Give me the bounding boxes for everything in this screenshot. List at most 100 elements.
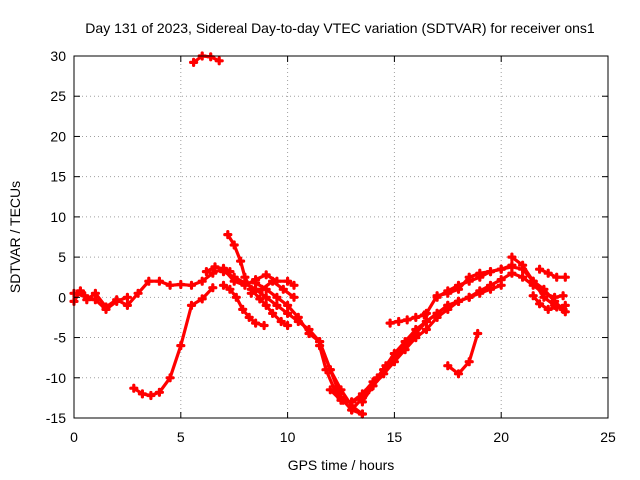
data-point [283, 308, 293, 318]
data-point [379, 365, 389, 375]
data-point [432, 292, 442, 302]
y-tick-label: 15 [50, 169, 66, 185]
data-point [261, 292, 271, 302]
data-point [268, 308, 278, 318]
data-point [208, 283, 218, 293]
data-point [129, 383, 139, 393]
data-point [411, 324, 421, 335]
data-point [421, 316, 431, 327]
data-series-group [69, 51, 570, 419]
data-point [244, 312, 254, 322]
data-point [411, 333, 421, 343]
x-tick-label: 10 [280, 429, 296, 445]
data-point [552, 272, 562, 282]
data-point [475, 286, 485, 296]
data-point [535, 299, 545, 309]
plot-area-border [73, 55, 609, 419]
data-point [218, 267, 229, 277]
data-point [543, 304, 553, 314]
data-point [176, 341, 186, 351]
y-tick-label: 30 [50, 48, 66, 64]
data-point [411, 312, 421, 322]
data-point [357, 397, 367, 407]
data-point [246, 288, 256, 298]
data-point [539, 292, 549, 302]
y-tick-label: 20 [50, 128, 66, 144]
data-point [389, 349, 399, 359]
data-point [304, 328, 314, 339]
data-point [214, 56, 224, 66]
y-axis-ticks: -15 -10 -5 0 5 10 15 20 25 30 [46, 48, 608, 426]
data-point [321, 365, 331, 375]
data-point [189, 57, 199, 67]
data-point [289, 280, 299, 290]
data-point [251, 278, 261, 288]
data-point [389, 357, 399, 367]
data-point [276, 316, 286, 327]
y-tick-label: 25 [50, 88, 66, 104]
x-axis-ticks: 0 5 10 15 20 25 [70, 56, 616, 445]
series-arc-16 [424, 263, 514, 315]
data-point [283, 320, 293, 331]
data-point [357, 409, 367, 419]
data-point [201, 267, 211, 277]
series-arc-5 [204, 265, 296, 287]
data-point [283, 276, 293, 286]
data-point [485, 280, 496, 290]
data-point [75, 286, 85, 296]
data-point [236, 256, 246, 266]
data-point [543, 268, 553, 278]
data-point [464, 292, 474, 302]
data-point [146, 390, 156, 401]
data-point [122, 300, 132, 310]
data-point [231, 292, 241, 302]
data-point [443, 361, 453, 371]
data-point [238, 304, 248, 314]
data-point [154, 276, 164, 286]
data-point [261, 270, 271, 280]
data-point [137, 389, 147, 399]
data-point [101, 304, 111, 314]
data-point [473, 328, 483, 339]
data-point [268, 276, 278, 286]
data-point [453, 296, 464, 306]
x-tick-label: 25 [600, 429, 616, 445]
data-point [453, 369, 464, 379]
data-point [186, 300, 197, 310]
y-tick-label: -10 [46, 370, 66, 386]
data-point [552, 302, 562, 312]
y-tick-label: 10 [50, 209, 66, 225]
data-point [325, 385, 335, 395]
data-point [443, 300, 453, 310]
data-point [385, 318, 395, 328]
y-axis-label: SDTVAR / TECUs [7, 181, 23, 293]
data-point [122, 292, 132, 302]
data-point [176, 279, 186, 290]
data-point [560, 272, 570, 282]
data-point [336, 395, 346, 405]
data-point [133, 288, 143, 298]
x-axis-label: GPS time / hours [288, 457, 395, 473]
data-point [400, 345, 410, 355]
y-tick-label: 5 [58, 249, 66, 265]
data-point [560, 300, 570, 310]
data-point [223, 230, 233, 240]
y-tick-label: -15 [46, 410, 66, 426]
data-point [394, 316, 404, 327]
data-point [539, 284, 549, 294]
data-point [154, 387, 164, 397]
data-point [496, 264, 506, 274]
data-point [518, 272, 528, 282]
data-point [453, 280, 464, 290]
data-point [112, 296, 122, 306]
data-point [229, 240, 239, 250]
data-point [528, 291, 538, 301]
series-arc-13 [350, 283, 503, 412]
data-point [90, 295, 100, 305]
data-point [197, 294, 207, 304]
data-point [558, 291, 568, 301]
data-point [278, 284, 288, 294]
data-point [251, 318, 261, 328]
data-point [210, 262, 220, 272]
data-point [507, 252, 517, 262]
